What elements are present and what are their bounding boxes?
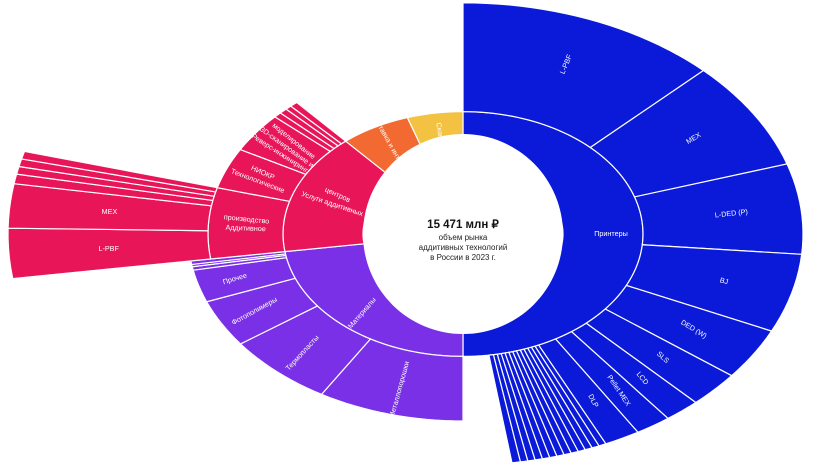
outer-segment-services-реверс-инжиниринг-3d-сканирование-и-моделирование	[239, 116, 331, 175]
outer-segment-printers-pellet-mex	[555, 331, 669, 433]
outer-segment-printers-bj	[625, 244, 803, 332]
outer-label-printers-l-ded-p: L-DED (P)	[714, 207, 748, 220]
outer-segment-printers-lcd	[570, 322, 697, 420]
center-caption-line-2: аддитивных технологий	[419, 243, 508, 252]
outer-segment-services-small-6	[290, 101, 347, 145]
third-segment-l-pbf	[7, 227, 212, 280]
third-segment-mex	[7, 183, 212, 232]
outer-segment-printers-dlp	[538, 338, 639, 445]
outer-segment-printers-sls	[585, 308, 733, 404]
outer-segment-services-технологические-ниокр	[216, 148, 307, 202]
center-total-value: 15 471 млн ₽	[427, 219, 499, 231]
outer-segment-printers-ded-w	[604, 284, 773, 377]
outer-segment-materials-прочее	[192, 257, 296, 303]
center-caption-line-1: объем рынка	[439, 233, 488, 242]
third-segment-small-5	[20, 150, 218, 193]
outer-label-additive-production-line-2: производство	[223, 212, 269, 225]
segments-layer	[7, 2, 804, 464]
inner-label-printers: Принтеры	[594, 229, 628, 238]
outer-label-printers-bj: BJ	[719, 275, 730, 286]
outer-segment-printers-l-ded-p	[633, 163, 804, 255]
third-label-l-pbf: L-PBF	[99, 244, 120, 253]
outer-segment-printers-mex	[589, 69, 788, 198]
outer-label-additive-production-line-1: Аддитивное	[225, 223, 266, 233]
outer-segment-materials-металлопорошки	[320, 338, 464, 422]
outer-segment-printers-small-21	[488, 354, 521, 464]
center-hole	[363, 134, 563, 334]
center-caption-line-3: в России в 2023 г.	[430, 253, 496, 262]
third-label-mex: MEX	[102, 207, 118, 216]
